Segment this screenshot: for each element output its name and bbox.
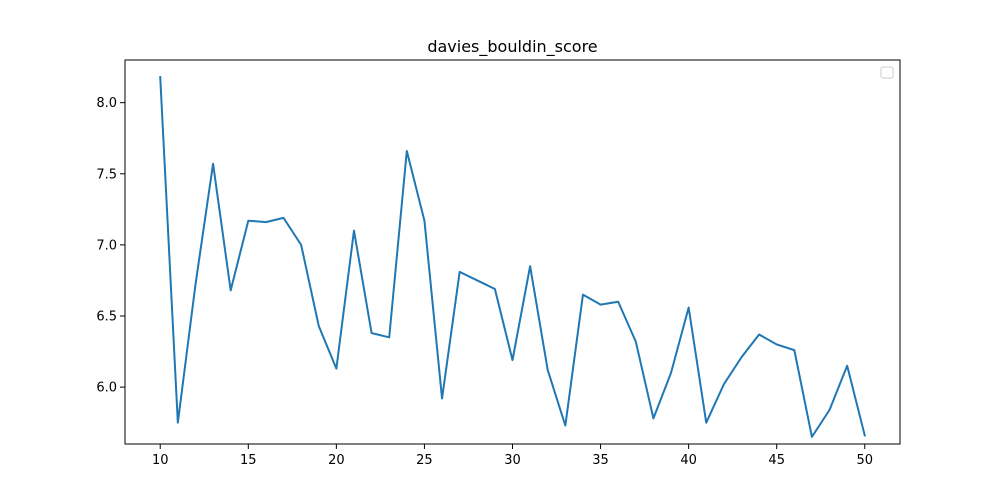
y-tick-label: 7.5 <box>96 167 117 182</box>
y-tick-label: 7.0 <box>96 238 117 253</box>
y-tick-label: 6.0 <box>96 381 117 396</box>
x-tick-label: 15 <box>240 453 257 468</box>
x-tick-label: 30 <box>504 453 521 468</box>
series-line-0 <box>159 76 866 438</box>
x-tick-label: 25 <box>416 453 433 468</box>
x-tick-label: 40 <box>680 453 697 468</box>
x-tick-label: 20 <box>328 453 345 468</box>
y-tick-label: 8.0 <box>96 96 117 111</box>
x-tick-label: 10 <box>152 453 169 468</box>
plot-area <box>159 76 866 438</box>
x-tick-label: 50 <box>856 453 873 468</box>
x-tick-label: 45 <box>768 453 785 468</box>
legend <box>880 66 894 79</box>
legend-box <box>880 66 894 79</box>
axes: 10 15 20 25 30 35 40 45 50 6.0 6.5 7.0 7.5 8.0 <box>96 59 901 468</box>
x-tick-label: 35 <box>592 453 609 468</box>
y-tick-label: 6.5 <box>96 310 117 325</box>
chart-title: davies_bouldin_score <box>427 37 597 57</box>
